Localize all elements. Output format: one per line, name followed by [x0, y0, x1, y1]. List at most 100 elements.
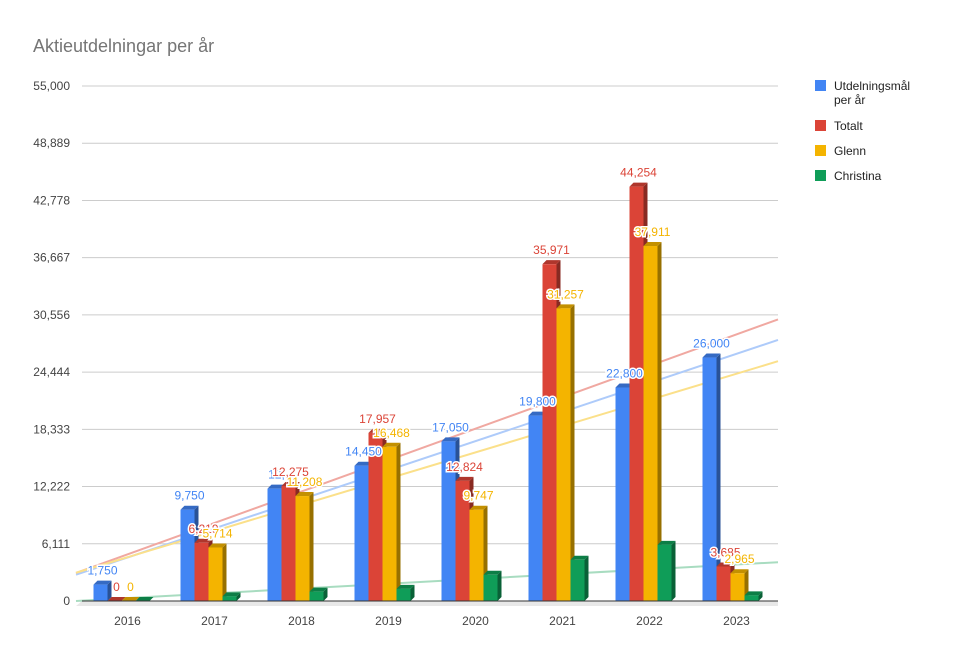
- data-label: 0: [113, 580, 120, 594]
- bar-top: [629, 182, 648, 187]
- bar: [382, 442, 401, 601]
- y-tick-label: 18,333: [33, 422, 70, 436]
- bar-front: [556, 308, 571, 601]
- bar-front: [629, 186, 644, 601]
- bar-top: [643, 242, 662, 247]
- bar-top: [441, 437, 460, 442]
- bar-side: [222, 543, 227, 601]
- bar-top: [744, 591, 763, 596]
- bar-side: [107, 580, 112, 601]
- bar-top: [208, 543, 227, 548]
- bar: [93, 580, 112, 601]
- y-tick-label: 12,222: [33, 480, 70, 494]
- chart-title: Aktieutdelningar per år: [33, 36, 214, 56]
- legend-label: Christina: [834, 169, 882, 183]
- bar-front: [455, 480, 470, 601]
- data-label: 35,971: [533, 243, 570, 257]
- y-tick-label: 30,556: [33, 308, 70, 322]
- bar: [396, 584, 415, 601]
- data-label: 17,050: [432, 420, 469, 434]
- bar: [135, 597, 154, 601]
- data-label: 12,275: [272, 465, 309, 479]
- data-label: 9,747: [463, 489, 493, 503]
- x-tick-label: 2016: [114, 614, 141, 628]
- x-tick-label: 2022: [636, 614, 663, 628]
- y-tick-label: 0: [63, 594, 70, 608]
- bar: [295, 492, 314, 601]
- bar-side: [410, 584, 415, 601]
- legend-item: Glenn: [815, 144, 866, 158]
- bar-top: [354, 461, 373, 466]
- bar-front: [528, 415, 543, 601]
- legend-swatch: [815, 120, 826, 131]
- bar: [556, 304, 575, 601]
- bar-top: [93, 580, 112, 585]
- bar: [643, 242, 662, 601]
- bar: [570, 555, 589, 601]
- bar-top: [267, 484, 286, 489]
- bar-front: [194, 542, 209, 601]
- data-label: 9,750: [174, 489, 204, 503]
- x-tick-label: 2023: [723, 614, 750, 628]
- data-label: 12,: [268, 468, 285, 482]
- bar-top: [382, 442, 401, 447]
- bar-top: [716, 562, 735, 567]
- bar: [208, 543, 227, 601]
- data-label: 44,254: [620, 166, 657, 180]
- bar-front: [222, 596, 237, 601]
- bar-top: [295, 492, 314, 497]
- data-label: 3,685: [710, 545, 740, 559]
- legend-swatch: [815, 80, 826, 91]
- bar-side: [716, 353, 721, 601]
- bar-side: [323, 587, 328, 601]
- bar-front: [657, 544, 672, 601]
- y-tick-label: 48,889: [33, 136, 70, 150]
- bar-side: [758, 591, 763, 601]
- bar-front: [368, 432, 383, 601]
- x-tick-label: 2017: [201, 614, 228, 628]
- bar-front: [267, 488, 282, 601]
- bar-side: [584, 555, 589, 601]
- data-label: 37,911: [635, 225, 671, 239]
- bar-front: [570, 559, 585, 601]
- bar-side: [309, 492, 314, 601]
- bars: [93, 182, 763, 601]
- axes: 0 6,111 12,222 18,333 24,444 30,556 36,667 42,7…: [33, 79, 778, 628]
- bar-top: [396, 584, 415, 589]
- bar-front: [702, 357, 717, 601]
- bar-top: [180, 505, 199, 510]
- bar-top: [107, 597, 126, 601]
- x-tick-label: 2021: [549, 614, 576, 628]
- bar-front: [93, 584, 108, 601]
- bar: [121, 597, 140, 601]
- bar-side: [671, 540, 676, 601]
- bar-top: [570, 555, 589, 560]
- data-label: 5,714: [202, 526, 232, 540]
- bar-front: [643, 246, 658, 601]
- bar: [483, 570, 502, 601]
- bar-front: [208, 547, 223, 601]
- bar-front: [469, 509, 484, 601]
- bar-side: [657, 242, 662, 601]
- bar-front: [483, 574, 498, 601]
- data-label: 14,450: [345, 445, 382, 459]
- bar-top: [730, 569, 749, 574]
- bar-top: [281, 482, 300, 487]
- data-label: 16,468: [373, 426, 410, 440]
- data-label: 22,800: [606, 367, 643, 381]
- bar-front: [744, 595, 759, 601]
- bar-top: [657, 540, 676, 545]
- bar-front: [382, 446, 397, 601]
- y-tick-label: 55,000: [33, 79, 70, 93]
- y-tick-label: 42,778: [33, 193, 70, 207]
- y-tick-label: 36,667: [33, 251, 70, 265]
- x-tick-label: 2019: [375, 614, 402, 628]
- bar-top: [135, 597, 154, 601]
- bar-side: [570, 304, 575, 601]
- data-label: 2,965: [724, 552, 754, 566]
- legend-label: Totalt: [834, 119, 863, 133]
- bar-front: [730, 573, 745, 601]
